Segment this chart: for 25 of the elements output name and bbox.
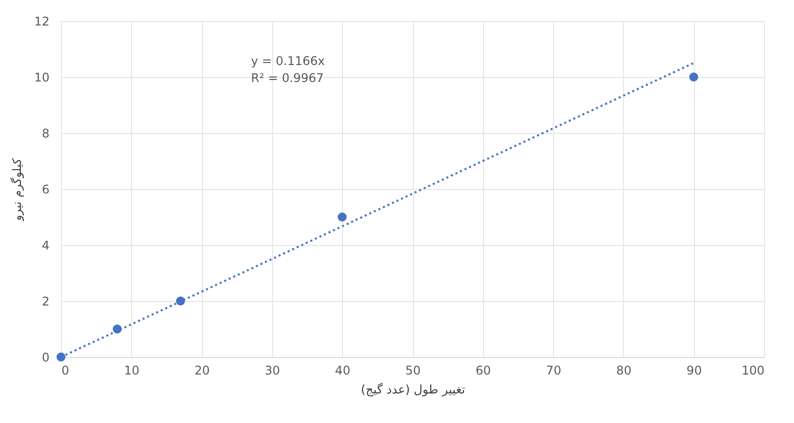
y-tick-label: 8 [42,126,50,140]
x-tick-label: 20 [194,364,210,378]
x-tick-label: 0 [62,364,70,378]
y-axis-title: کیلوگرم نیرو [10,158,24,222]
annotation: y = 0.1166x [251,54,325,68]
y-tick-label: 12 [34,14,50,28]
x-tick-label: 50 [405,364,421,378]
y-tick-label: 10 [34,70,50,84]
y-tick-label: 0 [42,350,50,364]
x-tick-label: 60 [476,364,491,378]
y-tick-label: 4 [42,238,50,252]
x-tick-label: 10 [124,364,140,378]
x-tick-label: 40 [335,364,350,378]
x-tick-label: 100 [742,364,764,378]
x-tick-label: 80 [616,364,632,378]
x-tick-label: 90 [686,364,702,378]
x-tick-label: 70 [546,364,562,378]
point [338,212,347,222]
x-axis-title: تغییر طول (عدد گیج) [360,382,466,396]
annotation: R² = 0.9967 [251,71,324,85]
point [56,352,66,362]
x-tick-label: 30 [264,364,280,378]
y-tick-label: 2 [42,294,50,308]
point [689,72,698,82]
y-tick-label: 6 [42,182,50,196]
